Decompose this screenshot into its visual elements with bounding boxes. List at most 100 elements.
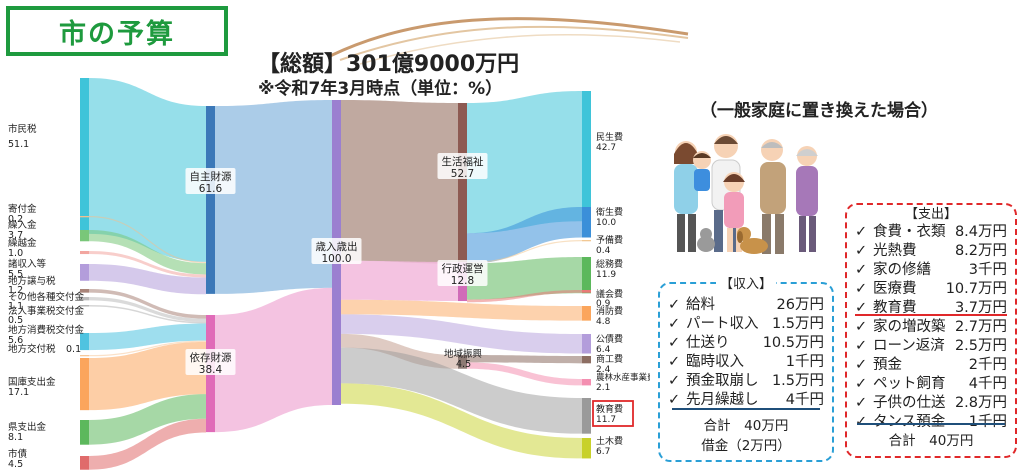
check-icon: ✓ xyxy=(855,395,868,411)
flow-dependent-to-budget xyxy=(215,287,332,433)
grandmother-figure xyxy=(796,146,818,252)
income-label: 仕送り xyxy=(686,335,730,351)
node-市民税 xyxy=(80,78,89,234)
income-title: 【収入】 xyxy=(660,273,832,292)
expenditure-label: 予備費 xyxy=(596,234,623,246)
flow-地方消費税交付金 xyxy=(89,323,206,351)
expense-amount: 2.8万円 xyxy=(954,395,1007,411)
source-value: 1.2 xyxy=(8,285,23,296)
check-icon: ✓ xyxy=(668,354,681,370)
flow-to-総務費 xyxy=(467,257,582,300)
expense-box: 【支出】 ✓ 食費・衣類 8.4万円 ✓ 光熱費 8.2万円 ✓ 家の修繕 3千円 ✓ 医療費 10.… xyxy=(845,203,1017,458)
flow-法人事業税交付金 xyxy=(89,305,206,324)
expense-label: タンス預金 xyxy=(873,414,946,430)
expense-amount: 10.7万円 xyxy=(945,281,1007,297)
node-繰越金 xyxy=(80,251,89,255)
income-label: パート収入 xyxy=(686,316,759,332)
expense-item: ✓ タンス預金 1千円 xyxy=(855,410,1007,431)
node-県支出金 xyxy=(80,420,89,445)
expenditure-value: 10.0 xyxy=(596,218,616,228)
dependent-revenue-value: 38.4 xyxy=(199,364,223,376)
income-label: 先月繰越し xyxy=(686,392,759,408)
expense-amount: 2.7万円 xyxy=(954,319,1007,335)
sankey-labels: 市民税 51.1 寄付金0.2繰入金3.7繰越金1.0諸収入等5.5地方譲与税1.2… xyxy=(8,123,650,470)
household-heading: （一般家庭に置き換えた場合） xyxy=(700,101,938,121)
grandfather-figure xyxy=(760,139,786,254)
node-繰入金 xyxy=(80,230,89,242)
flow-budget-to-公債費 xyxy=(341,314,582,354)
flow-市民税 xyxy=(89,78,206,262)
expense-label: ペット飼育 xyxy=(873,376,946,392)
flow-県支出金 xyxy=(89,394,206,445)
expense-divider xyxy=(857,423,1005,425)
source-label: 地方譲与税 xyxy=(8,275,56,287)
node-議会費 xyxy=(582,290,591,293)
flow-寄付金 xyxy=(89,216,206,264)
expense-item: ✓ 家の修繕 3千円 xyxy=(855,258,1007,279)
expense-item: ✓ ペット飼育 4千円 xyxy=(855,372,1007,393)
income-amount: 4千円 xyxy=(785,392,824,408)
check-icon: ✓ xyxy=(668,297,681,313)
expenditure-label: 消防費 xyxy=(596,305,623,317)
expense-item: ✓ 預金 2千円 xyxy=(855,353,1007,374)
income-amount: 1.5万円 xyxy=(771,316,824,332)
flow-地方譲与税 xyxy=(89,289,206,319)
own-revenue-value: 61.6 xyxy=(199,183,223,195)
own-revenue-label-bg xyxy=(185,168,236,194)
check-icon: ✓ xyxy=(668,335,681,351)
admin-value: 12.8 xyxy=(451,275,474,287)
expense-label: 教育費 xyxy=(873,300,917,316)
source-label: 地方消費税交付金 xyxy=(8,324,85,336)
expenditure-value: 6.4 xyxy=(596,345,611,355)
expenditure-label: 農林水産事業費 xyxy=(596,372,650,383)
check-icon: ✓ xyxy=(668,392,681,408)
source-value: 5.6 xyxy=(8,335,23,346)
node-regional xyxy=(458,355,467,369)
node-土木費 xyxy=(582,438,591,459)
node-民生費 xyxy=(582,91,591,222)
flow-その他各種交付金 xyxy=(89,297,206,323)
source-value: 0.2 xyxy=(8,214,23,225)
income-item: ✓ 仕送り 10.5万円 xyxy=(668,331,824,352)
source-label: その他各種交付金 xyxy=(8,291,85,303)
income-loan: 借金（2万円） xyxy=(701,438,791,454)
node-公債費 xyxy=(582,334,591,354)
flow-市債 xyxy=(89,418,206,470)
expense-item: ✓ 家の増改築 2.7万円 xyxy=(855,315,1007,336)
expense-label: ローン返済 xyxy=(873,338,945,354)
flow-budget-to-教育費 xyxy=(341,347,582,434)
flow-budget-to-welfare xyxy=(341,100,458,264)
source-label: 法人事業税交付金 xyxy=(8,305,85,317)
source-label: 繰越金 xyxy=(8,237,37,249)
income-item: ✓ 預金取崩し 1.5万円 xyxy=(668,369,824,390)
flow-to-予備費 xyxy=(467,240,582,264)
income-amount: 10.5万円 xyxy=(762,335,824,351)
expense-label: 食費・衣類 xyxy=(873,224,946,240)
node-国庫支出金 xyxy=(80,358,89,411)
source-value: 3.7 xyxy=(8,230,23,241)
income-item: ✓ 臨時収入 1千円 xyxy=(668,350,824,371)
expense-item: ✓ 医療費 10.7万円 xyxy=(855,277,1007,298)
income-total: 合計 40万円 xyxy=(703,418,789,434)
node-予備費 xyxy=(582,240,591,242)
node-総務費 xyxy=(582,257,591,294)
income-box: 【収入】 ✓ 給料 26万円 ✓ パート収入 1.5万円 ✓ 仕送り 10.5万円 ✓ 臨時収入 1千… xyxy=(658,277,834,462)
source-label: 国庫支出金 xyxy=(8,376,56,388)
check-icon: ✓ xyxy=(855,376,868,392)
income-amount: 1.5万円 xyxy=(771,373,824,389)
income-label: 臨時収入 xyxy=(686,354,744,370)
flow-to-農林水産事業費 xyxy=(467,362,582,386)
expenditure-label: 教育費 xyxy=(596,403,623,415)
check-icon: ✓ xyxy=(855,319,868,335)
dog-figure xyxy=(737,227,768,254)
expense-amount: 8.4万円 xyxy=(954,224,1007,240)
check-icon: ✓ xyxy=(855,414,868,430)
node-消防費 xyxy=(582,306,591,321)
expense-label: 家の修繕 xyxy=(873,262,931,278)
expenditure-label: 議会費 xyxy=(596,288,623,300)
node-地方消費税交付金 xyxy=(80,333,89,351)
expenditure-value: 11.7 xyxy=(596,415,616,425)
source-value: 5.5 xyxy=(8,269,23,280)
budget-value: 100.0 xyxy=(321,253,351,265)
income-amount: 26万円 xyxy=(776,297,824,313)
